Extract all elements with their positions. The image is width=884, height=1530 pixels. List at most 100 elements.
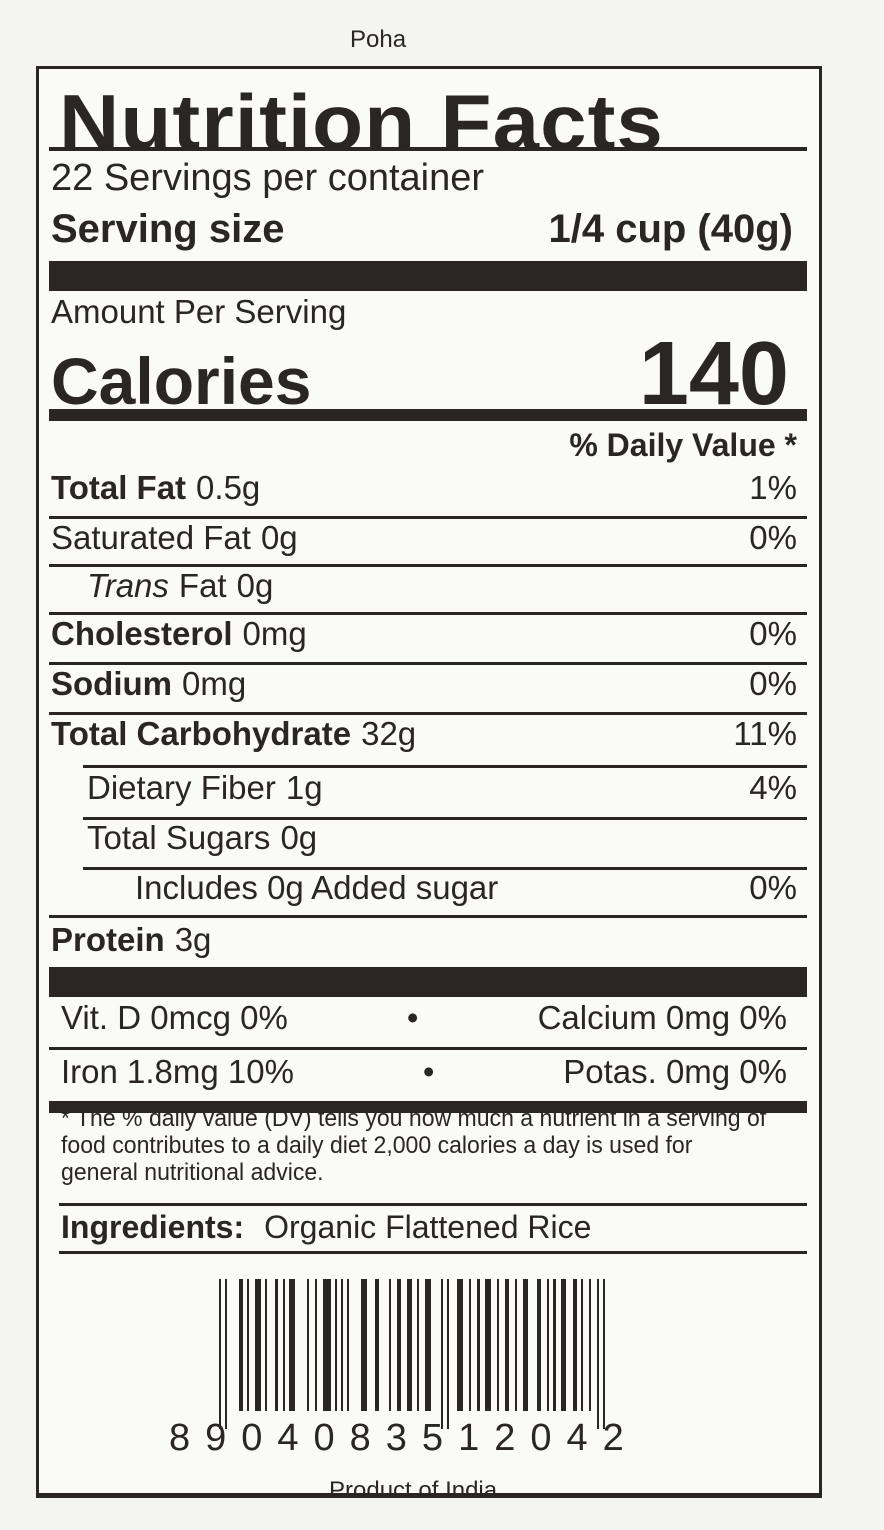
nutrient-label: Sodium: [51, 665, 172, 702]
serving-size-row: Serving size 1/4 cup (40g): [51, 207, 793, 252]
nutrient-daily-value: 0%: [749, 519, 797, 556]
nutrient-name: Total Sugars 0g: [87, 819, 317, 857]
barcode-bar: [247, 1279, 249, 1411]
barcode-bar: [597, 1279, 599, 1429]
nutrient-daily-value: 0%: [749, 615, 797, 652]
barcode-bar: [447, 1279, 449, 1429]
barcode-bar: [505, 1279, 509, 1411]
thick-divider: [49, 1101, 807, 1113]
barcode-bar: [589, 1279, 591, 1411]
nutrient-row: Total Carbohydrate 32g 11%: [51, 715, 797, 753]
daily-value-header-text: % Daily Value *: [569, 427, 797, 463]
amount-per-serving: Amount Per Serving: [51, 293, 797, 331]
divider: [49, 564, 807, 567]
divider: [59, 1203, 807, 1206]
daily-value-header: % Daily Value *: [51, 427, 797, 464]
barcode-bar: [407, 1279, 412, 1411]
barcode-bar: [441, 1279, 443, 1429]
nutrient-label: Trans: [87, 567, 169, 604]
nutrient-daily-value: 1%: [749, 469, 797, 506]
barcode-bar: [469, 1279, 471, 1411]
ingredients-row: Ingredients: Organic Flattened Rice: [61, 1209, 797, 1246]
nutrient-daily-value: 0%: [749, 665, 797, 702]
barcode-bar: [219, 1279, 221, 1429]
nutrient-row: Protein 3g: [51, 921, 797, 959]
nutrient-amount: 0g: [280, 819, 318, 856]
footnote: * The % daily value (DV) tells you how m…: [61, 1105, 767, 1186]
thick-divider: [49, 409, 807, 421]
barcode-digits: 8904083512042: [169, 1417, 639, 1459]
nutrient-name: Protein 3g: [51, 921, 211, 959]
nutrient-name: Dietary Fiber 1g: [87, 769, 323, 807]
label-title: Nutrition Facts: [59, 78, 664, 166]
barcode-bar: [289, 1279, 295, 1411]
divider: [59, 1251, 807, 1254]
product-name: Poha: [350, 26, 407, 53]
barcode-bar: [561, 1279, 566, 1411]
barcode-bar: [477, 1279, 480, 1411]
nutrient-name: Trans Fat 0g: [87, 567, 273, 605]
vitamin-row: Vit. D 0mcg 0% • Calcium 0mg 0%: [61, 999, 787, 1037]
nutrient-amount: 0.5g: [196, 469, 261, 506]
divider: [83, 817, 807, 820]
product-origin: Product of India: [329, 1477, 498, 1504]
potassium: Potas. 0mg 0%: [563, 1053, 787, 1090]
barcode-bar: [361, 1279, 367, 1411]
nutrient-row: Trans Fat 0g: [87, 567, 797, 605]
nutrient-daily-value: 4%: [749, 769, 797, 806]
nutrient-label: Total Sugars: [87, 819, 271, 856]
nutrient-name: Total Carbohydrate 32g: [51, 715, 416, 753]
nutrient-label: Total Carbohydrate: [51, 715, 352, 752]
nutrition-facts-label: Nutrition Facts 22 Servings per containe…: [36, 66, 822, 1504]
barcode-bar: [375, 1279, 379, 1411]
nutrient-amount: 0g: [236, 567, 274, 604]
nutrient-row: Total Sugars 0g: [87, 819, 797, 857]
bullet: •: [406, 999, 419, 1036]
nutrient-amount: 1g: [285, 769, 323, 806]
nutrient-row: Cholesterol 0mg 0%: [51, 615, 797, 653]
barcode-bar: [457, 1279, 463, 1411]
barcode-bar: [239, 1279, 243, 1411]
barcode-bar: [553, 1279, 556, 1411]
nutrient-name: Sodium 0mg: [51, 665, 246, 703]
nutrient-row: Includes 0g Added sugar 0%: [135, 869, 797, 907]
nutrient-name: Saturated Fat 0g: [51, 519, 298, 557]
barcode-bar: [497, 1279, 499, 1411]
nutrient-label: Protein: [51, 921, 165, 958]
nutrient-label: Includes 0g Added sugar: [135, 869, 499, 906]
barcode-bar: [547, 1279, 549, 1411]
serving-size-value: 1/4 cup (40g): [548, 207, 793, 251]
divider: [49, 516, 807, 519]
barcode-bar: [515, 1279, 517, 1411]
barcode-bar: [307, 1279, 309, 1411]
servings-text: 22 Servings per container: [51, 157, 485, 199]
nutrient-name: Total Fat 0.5g: [51, 469, 260, 507]
barcode-bar: [417, 1279, 419, 1411]
divider: [49, 915, 807, 918]
nutrient-row: Dietary Fiber 1g 4%: [87, 769, 797, 807]
nutrient-daily-value: 0%: [749, 869, 797, 906]
divider: [83, 765, 807, 768]
nutrient-name: Cholesterol 0mg: [51, 615, 307, 653]
barcode-bar: [335, 1279, 337, 1411]
nutrient-row: Sodium 0mg 0%: [51, 665, 797, 703]
nutrient-amount: 0mg: [242, 615, 307, 652]
nutrient-amount: 32g: [361, 715, 417, 752]
vitamin-row: Iron 1.8mg 10% • Potas. 0mg 0%: [61, 1053, 787, 1091]
nutrient-row: Saturated Fat 0g 0%: [51, 519, 797, 557]
thick-divider: [49, 261, 807, 291]
barcode-bar: [265, 1279, 267, 1411]
calcium: Calcium 0mg 0%: [537, 999, 787, 1036]
barcode-bar: [255, 1279, 261, 1411]
nutrient-row: Total Fat 0.5g 1%: [51, 469, 797, 507]
divider: [49, 1047, 807, 1050]
divider: [49, 612, 807, 615]
nutrient-daily-value: 11%: [733, 715, 797, 752]
barcode-bar: [225, 1279, 227, 1429]
serving-size-label: Serving size: [51, 207, 285, 251]
divider: [49, 147, 807, 151]
barcode-bar: [603, 1279, 605, 1429]
nutrient-label: Cholesterol: [51, 615, 233, 652]
divider: [83, 867, 807, 870]
barcode-bar: [523, 1279, 528, 1411]
